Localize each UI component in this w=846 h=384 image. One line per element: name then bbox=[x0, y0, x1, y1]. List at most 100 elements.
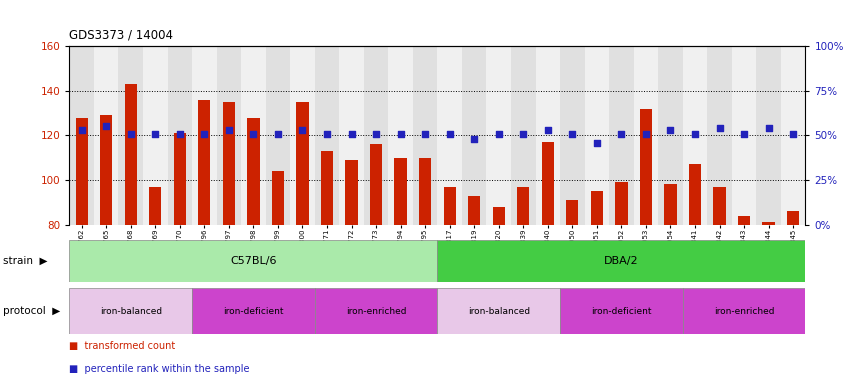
Bar bbox=[738, 216, 750, 225]
Text: C57BL/6: C57BL/6 bbox=[230, 256, 277, 266]
Bar bbox=[511, 46, 536, 225]
Bar bbox=[272, 171, 284, 225]
Bar bbox=[468, 195, 481, 225]
Bar bbox=[566, 200, 579, 225]
Text: iron-deficient: iron-deficient bbox=[223, 306, 283, 316]
Bar bbox=[217, 46, 241, 225]
Bar bbox=[658, 46, 683, 225]
Bar bbox=[634, 46, 658, 225]
Point bbox=[639, 131, 652, 137]
Bar bbox=[683, 288, 805, 334]
Text: iron-enriched: iron-enriched bbox=[714, 306, 774, 316]
Bar bbox=[560, 46, 585, 225]
Text: strain  ▶: strain ▶ bbox=[3, 256, 47, 266]
Bar bbox=[762, 222, 775, 225]
Bar bbox=[419, 158, 431, 225]
Point bbox=[344, 131, 358, 137]
Text: ■  percentile rank within the sample: ■ percentile rank within the sample bbox=[69, 364, 250, 374]
Point bbox=[271, 131, 284, 137]
Point bbox=[393, 131, 407, 137]
Bar bbox=[168, 46, 192, 225]
Bar bbox=[143, 46, 168, 225]
Bar bbox=[664, 184, 677, 225]
Text: ■  transformed count: ■ transformed count bbox=[69, 341, 176, 351]
Bar bbox=[781, 46, 805, 225]
Bar bbox=[713, 187, 726, 225]
Bar bbox=[247, 118, 260, 225]
Point bbox=[173, 131, 186, 137]
Text: protocol  ▶: protocol ▶ bbox=[3, 306, 60, 316]
Point bbox=[197, 131, 211, 137]
Bar bbox=[266, 46, 290, 225]
Point bbox=[541, 127, 554, 133]
Bar bbox=[388, 46, 413, 225]
Bar bbox=[124, 84, 137, 225]
Point bbox=[590, 139, 603, 146]
Point bbox=[295, 127, 309, 133]
Bar bbox=[437, 240, 805, 282]
Bar bbox=[339, 46, 364, 225]
Bar bbox=[689, 164, 701, 225]
Point bbox=[74, 127, 88, 133]
Bar bbox=[615, 182, 628, 225]
Point bbox=[148, 131, 162, 137]
Text: iron-enriched: iron-enriched bbox=[346, 306, 406, 316]
Bar bbox=[486, 46, 511, 225]
Bar bbox=[787, 211, 799, 225]
Point bbox=[688, 131, 701, 137]
Bar bbox=[707, 46, 732, 225]
Bar bbox=[192, 46, 217, 225]
Bar bbox=[492, 207, 505, 225]
Bar bbox=[75, 118, 88, 225]
Bar bbox=[118, 46, 143, 225]
Bar bbox=[315, 288, 437, 334]
Bar bbox=[69, 46, 94, 225]
Bar bbox=[541, 142, 554, 225]
Bar bbox=[756, 46, 781, 225]
Bar bbox=[192, 288, 315, 334]
Bar bbox=[640, 109, 652, 225]
Bar bbox=[609, 46, 634, 225]
Bar bbox=[315, 46, 339, 225]
Point bbox=[418, 131, 431, 137]
Point bbox=[663, 127, 677, 133]
Point bbox=[442, 131, 456, 137]
Bar bbox=[149, 187, 162, 225]
Point bbox=[369, 131, 382, 137]
Bar bbox=[585, 46, 609, 225]
Point bbox=[222, 127, 235, 133]
Bar bbox=[296, 102, 309, 225]
Point bbox=[712, 125, 726, 131]
Point bbox=[492, 131, 505, 137]
Bar bbox=[173, 133, 186, 225]
Bar bbox=[437, 46, 462, 225]
Text: iron-balanced: iron-balanced bbox=[468, 306, 530, 316]
Point bbox=[99, 123, 113, 129]
Bar bbox=[443, 187, 456, 225]
Bar bbox=[69, 240, 437, 282]
Bar bbox=[462, 46, 486, 225]
Point bbox=[320, 131, 333, 137]
Bar bbox=[560, 288, 683, 334]
Text: iron-deficient: iron-deficient bbox=[591, 306, 651, 316]
Bar bbox=[241, 46, 266, 225]
Point bbox=[737, 131, 750, 137]
Bar bbox=[345, 160, 358, 225]
Bar bbox=[536, 46, 560, 225]
Text: DBA/2: DBA/2 bbox=[604, 256, 639, 266]
Point bbox=[467, 136, 481, 142]
Point bbox=[761, 125, 775, 131]
Bar bbox=[290, 46, 315, 225]
Bar bbox=[69, 288, 192, 334]
Point bbox=[786, 131, 799, 137]
Bar bbox=[198, 100, 211, 225]
Bar bbox=[437, 288, 560, 334]
Bar bbox=[370, 144, 382, 225]
Point bbox=[614, 131, 628, 137]
Bar bbox=[732, 46, 756, 225]
Bar bbox=[321, 151, 333, 225]
Bar bbox=[100, 115, 113, 225]
Point bbox=[516, 131, 530, 137]
Bar bbox=[364, 46, 388, 225]
Bar bbox=[94, 46, 118, 225]
